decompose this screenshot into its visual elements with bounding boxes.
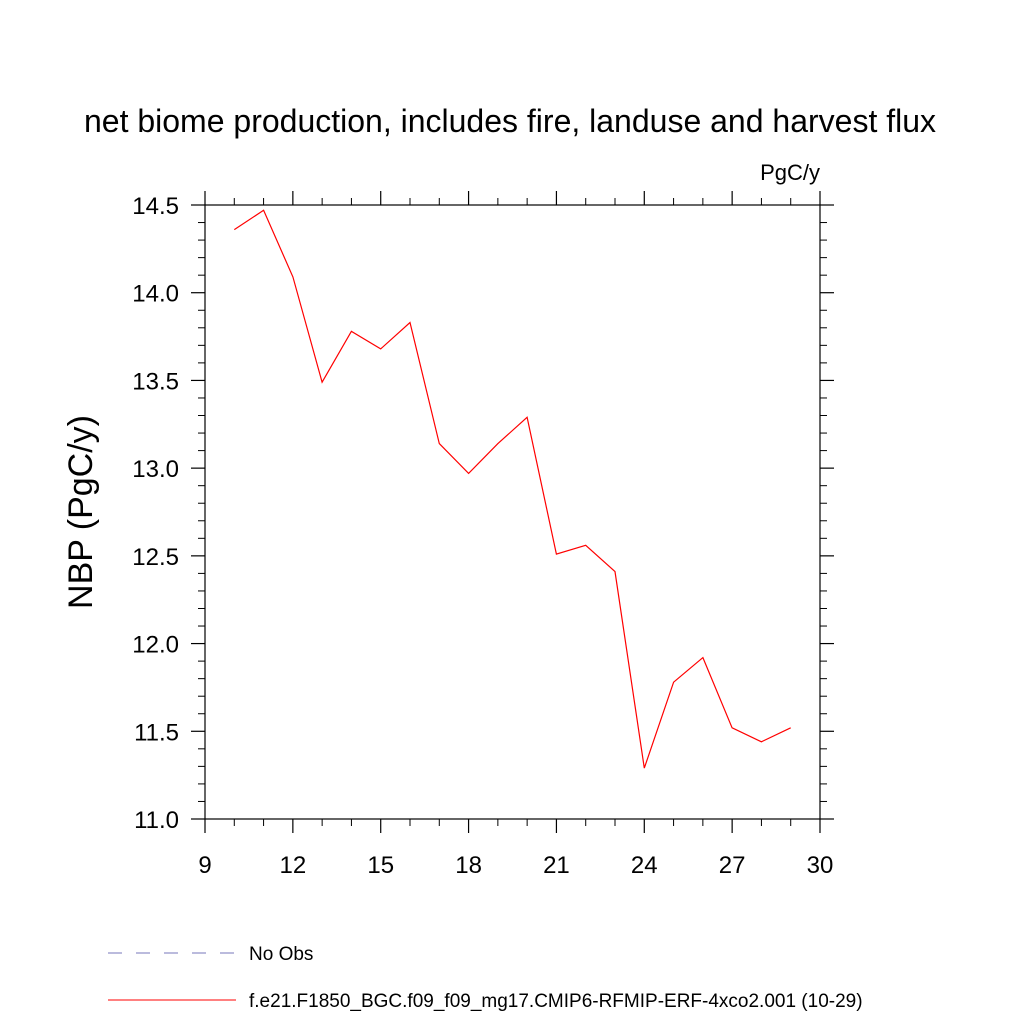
x-tick-label: 27 bbox=[719, 852, 746, 879]
legend-label-1: No Obs bbox=[249, 944, 313, 965]
chart-title: net biome production, includes fire, lan… bbox=[84, 103, 936, 139]
y-tick-label: 14.5 bbox=[132, 193, 179, 220]
units-label: PgC/y bbox=[760, 160, 820, 185]
y-tick-label: 12.0 bbox=[132, 632, 179, 659]
y-tick-label: 13.0 bbox=[132, 456, 179, 483]
y-tick-label: 11.5 bbox=[134, 719, 179, 746]
series-line bbox=[233, 209, 791, 769]
y-axis-title: NBP (PgC/y) bbox=[62, 415, 100, 609]
y-tick-label: 12.5 bbox=[132, 544, 179, 571]
plot-frame bbox=[204, 204, 821, 820]
x-tick-label: 30 bbox=[807, 852, 834, 879]
x-tick-label: 12 bbox=[280, 852, 307, 879]
series-layer bbox=[233, 209, 791, 769]
tick-labels: 9 12 15 18 21 24 27 30 11.0 11.5 12.0 12.5 13.0 13.5 1… bbox=[132, 193, 833, 879]
x-tick-label: 18 bbox=[455, 852, 482, 879]
y-tick-label: 14.0 bbox=[132, 281, 179, 308]
x-tick-label: 9 bbox=[198, 852, 211, 879]
axis-ticks bbox=[191, 191, 834, 833]
y-tick-label: 11.0 bbox=[134, 807, 179, 834]
y-tick-label: 13.5 bbox=[132, 368, 179, 395]
legend: No Obs f.e21.F1850_BGC.f09_f09_mg17.CMIP6… bbox=[108, 944, 863, 1012]
legend-label-2: f.e21.F1850_BGC.f09_f09_mg17.CMIP6-RFMIP… bbox=[249, 991, 863, 1012]
x-tick-label: 21 bbox=[543, 852, 570, 879]
x-tick-label: 24 bbox=[631, 852, 658, 879]
x-tick-label: 15 bbox=[367, 852, 394, 879]
